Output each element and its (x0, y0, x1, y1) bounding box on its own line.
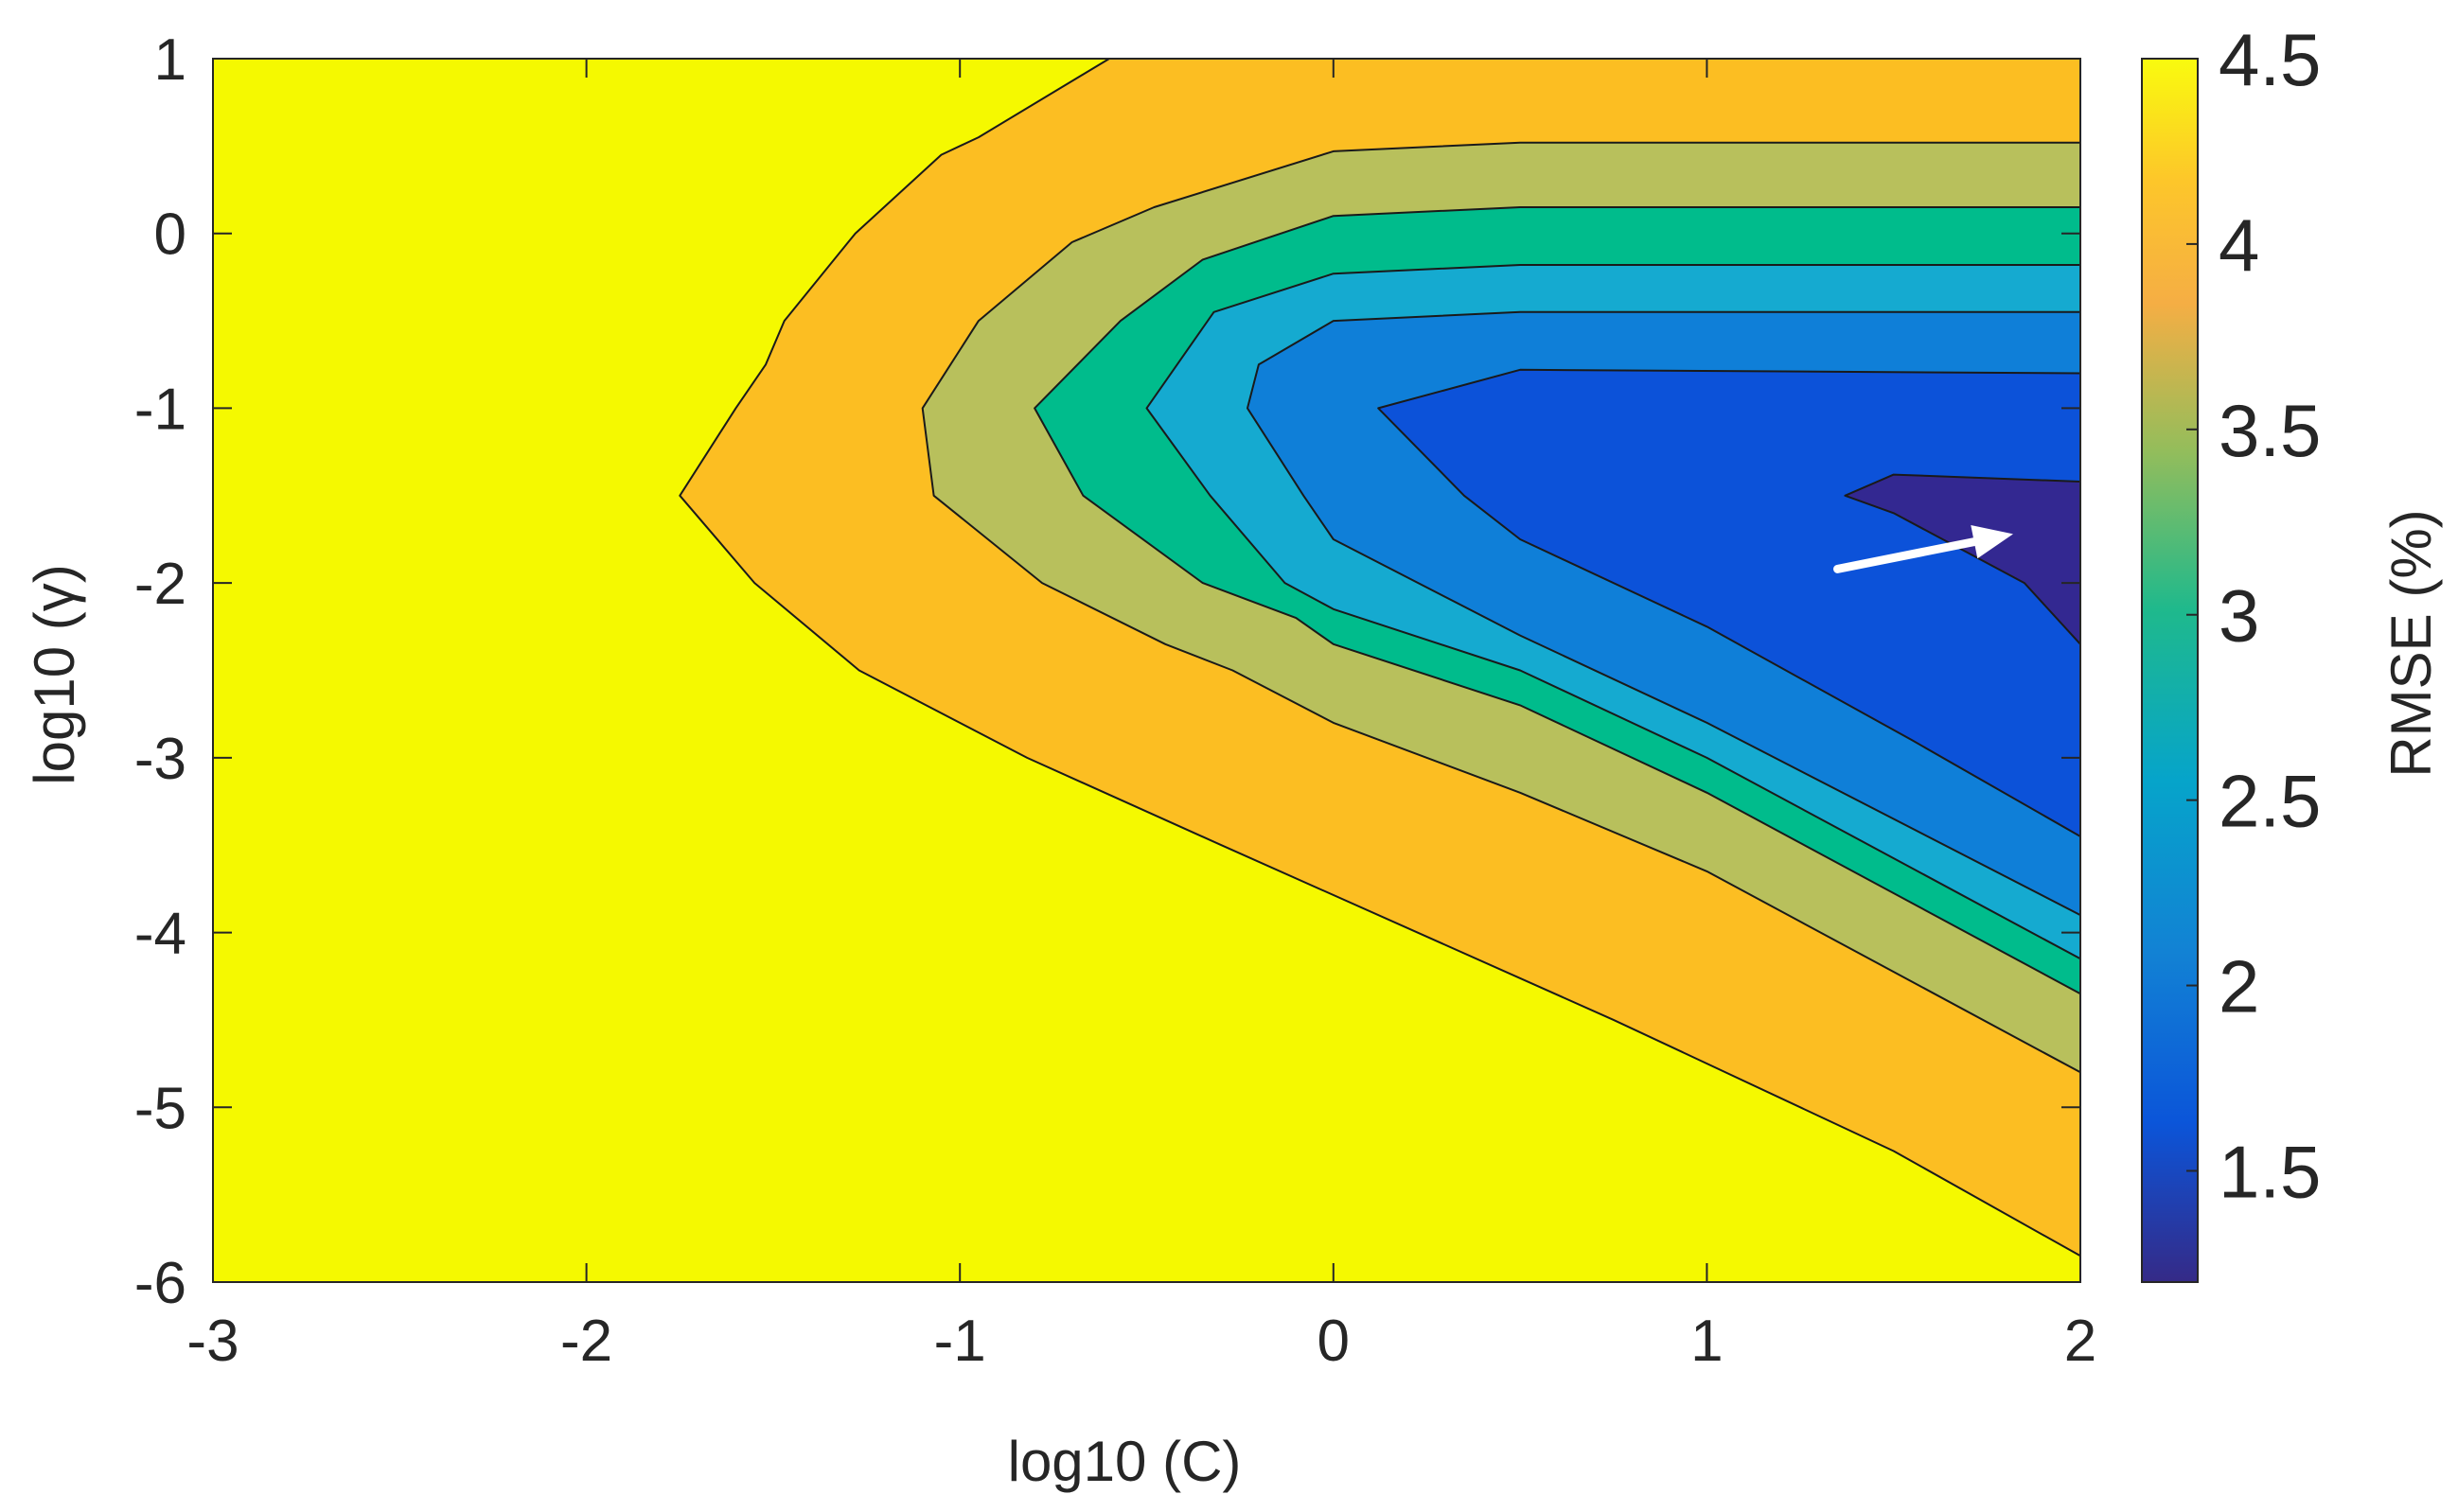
colorbar-tick-label: 2 (2219, 945, 2259, 1029)
x-axis-title: log10 (C) (1008, 1430, 1242, 1493)
annotation-arrow-head (1971, 524, 2013, 559)
colorbar-tick-label: 2.5 (2219, 760, 2321, 843)
colorbar-gradient (2141, 58, 2199, 1283)
y-tick-label: -5 (134, 1076, 186, 1141)
x-tick-label: 1 (1690, 1309, 1723, 1374)
y-tick-label: -6 (134, 1251, 186, 1316)
y-tick-label: -3 (134, 727, 186, 792)
plot-frame (212, 58, 2081, 1283)
y-tick-label: -4 (134, 902, 186, 967)
colorbar-tick-label: 4 (2219, 203, 2259, 287)
colorbar-tick-label: 4.5 (2219, 18, 2321, 101)
plot-area (213, 58, 2081, 1282)
x-tick-label: -3 (186, 1309, 239, 1374)
y-axis-title: log10 (γ) (23, 564, 86, 784)
y-tick-label: -2 (134, 552, 186, 617)
colorbar-tick-label: 1.5 (2219, 1130, 2321, 1213)
colorbar-title: RMSE (%) (2379, 509, 2443, 777)
x-tick-label: 2 (2064, 1309, 2096, 1374)
colorbar: 1.5 2 2.5 3 3.5 4 4.5 (2141, 18, 2321, 1283)
y-tick-label: -1 (134, 377, 186, 442)
x-tick-label: -2 (560, 1309, 612, 1374)
colorbar-tick-label: 3.5 (2219, 389, 2321, 472)
colorbar-tick-label: 3 (2219, 574, 2259, 658)
y-tick-label: 0 (154, 202, 186, 268)
annotation-arrow-shaft (1833, 537, 1979, 573)
y-tick-label: 1 (154, 27, 186, 93)
x-tick-label: 0 (1317, 1309, 1350, 1374)
axes: -3 -2 -1 0 1 2 1 0 -1 -2 -3 -4 -5 -6 (134, 27, 2096, 1374)
x-tick-label: -1 (934, 1309, 986, 1374)
